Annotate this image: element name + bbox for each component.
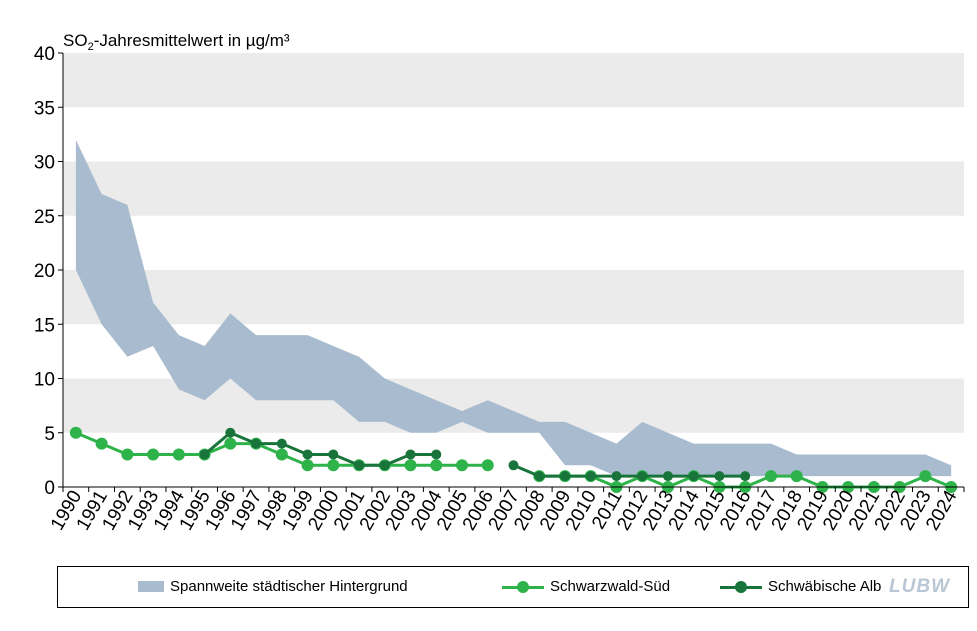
data-point-2003 [404,459,417,472]
data-point-2000 [327,459,340,472]
data-point-2017 [764,470,777,483]
data-point-2014 [688,471,699,482]
data-point-2018 [790,470,803,483]
data-point-1999 [301,459,314,472]
data-point-1994 [172,448,185,461]
so2-chart: 0 5 10 15 20 25 30 35 40 19901991199219931994199… [34,31,965,534]
series-line-segment [203,431,437,467]
data-point-1997 [251,438,262,449]
data-point-2000 [328,449,339,460]
series-line-segment [512,463,746,478]
legend-item-band: Spannweite städtischer Hintergrund [138,578,408,595]
data-point-1996 [224,437,237,450]
data-point-2001 [354,460,365,471]
y-tick-label-0: 0 [44,478,55,499]
data-point-2009 [559,471,570,482]
data-point-1990 [69,426,82,439]
legend-alb-swatch [720,580,762,594]
data-point-2013 [662,471,673,482]
data-point-2010 [585,471,596,482]
stripe-35 [63,53,964,108]
y-tick-label-30: 30 [34,153,55,174]
data-point-1993 [147,448,160,461]
data-point-2004 [431,449,442,460]
legend-band-label: Spannweite städtischer Hintergrund [170,578,408,595]
data-point-2016 [740,471,751,482]
data-point-1998 [276,438,287,449]
legend-band-swatch [138,581,164,592]
y-tick-label-15: 15 [34,315,55,336]
y-tick-label-25: 25 [34,207,55,228]
y-tick-label-10: 10 [34,370,55,391]
data-point-2006 [481,459,494,472]
stripe-25 [63,161,964,216]
data-point-1992 [121,448,134,461]
data-point-1996 [225,427,236,438]
data-point-2002 [379,460,390,471]
legend: Spannweite städtischer Hintergrund Schwa… [57,566,969,608]
lubw-logo: LUBW [889,576,950,597]
data-point-2003 [405,449,416,460]
chart-title: SO2-Jahresmittelwert in µg/m³ [63,31,290,53]
data-point-2005 [456,459,469,472]
legend-schwarzwald-label: Schwarzwald-Süd [550,578,671,595]
series-schwaebische-alb [199,427,751,482]
x-axis-ticks: 1990199119921993199419951996199719981999… [47,487,965,534]
data-point-2011 [611,471,622,482]
data-point-2012 [637,471,648,482]
y-tick-label-5: 5 [44,424,55,445]
range-band [75,139,952,477]
range-band-layer [75,139,952,477]
data-point-2023 [919,470,932,483]
data-point-2007 [508,460,519,471]
stripe-15 [63,270,964,325]
data-point-1998 [275,448,288,461]
data-point-1991 [95,437,108,450]
legend-schwarzwald-swatch [502,580,544,594]
data-point-2008 [534,471,545,482]
y-tick-label-20: 20 [34,261,55,282]
data-point-1995 [199,449,210,460]
background-stripes [63,53,964,433]
y-tick-label-35: 35 [34,98,55,119]
y-tick-label-40: 40 [34,44,55,65]
data-point-2015 [714,471,725,482]
y-axis-ticks: 0 5 10 15 20 25 30 35 40 [34,44,63,499]
data-point-2004 [430,459,443,472]
legend-item-alb: Schwäbische Alb [720,578,881,595]
legend-item-schwarzwald: Schwarzwald-Süd [502,578,670,595]
legend-alb-label: Schwäbische Alb [768,578,882,595]
data-point-1999 [302,449,313,460]
